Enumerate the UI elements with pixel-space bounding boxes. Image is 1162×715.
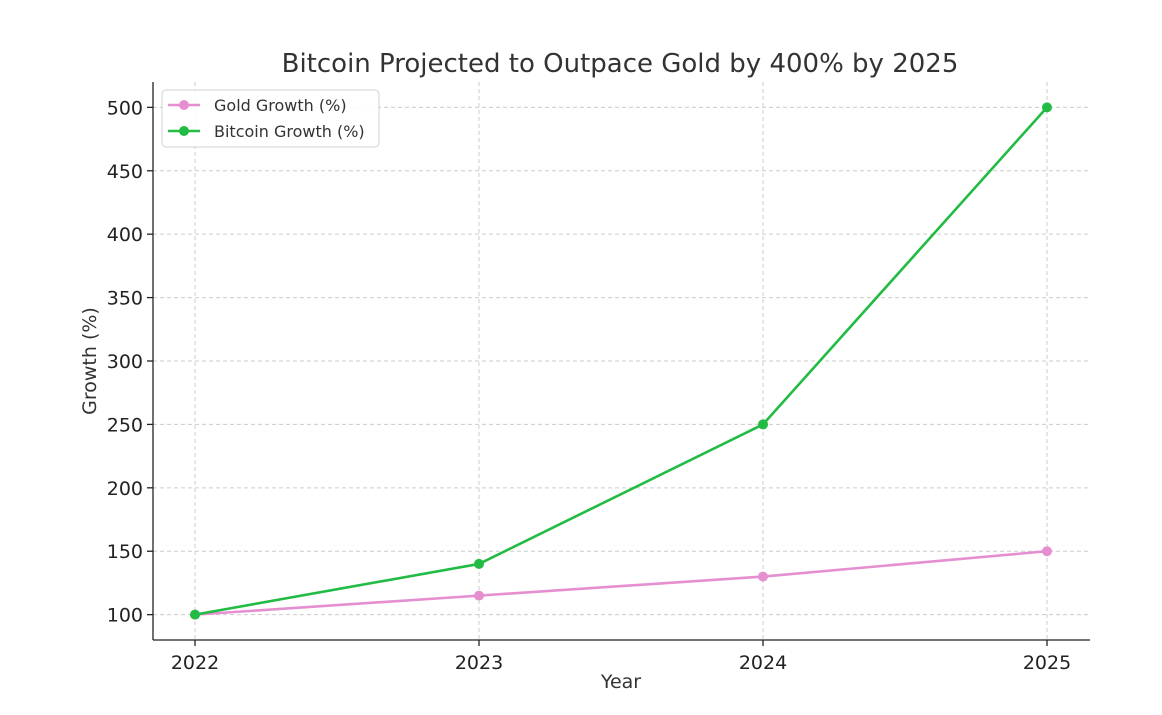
x-tick-label: 2024 [739,652,787,674]
legend-label: Gold Growth (%) [214,96,347,115]
legend-box [161,89,380,148]
y-tick-label: 450 [107,161,143,183]
series-1 [190,102,1052,620]
series-line [194,549,1048,616]
legend-label: Bitcoin Growth (%) [214,122,365,141]
data-point [758,571,768,582]
x-axis-label: Year [600,671,641,693]
y-tick-label: 400 [107,224,143,246]
data-point [1042,102,1052,113]
y-ticks: 100 150 200 250 300 350 400 450 500 [107,97,153,627]
y-tick-label: 300 [107,351,143,373]
x-tick-label: 2023 [455,652,503,674]
data-point [474,590,484,601]
x-tick-label: 2025 [1023,652,1071,674]
x-ticks: 2022 2023 2024 2025 [171,640,1071,674]
grid [153,82,1090,640]
x-tick-label: 2022 [171,652,219,674]
data-point [1042,546,1052,557]
y-tick-label: 150 [107,541,143,563]
legend-swatch-marker [179,126,189,136]
legend: Gold Growth (%) Bitcoin Growth (%) [161,89,380,148]
series-group [190,102,1052,620]
y-tick-label: 200 [107,478,143,500]
data-point [758,419,768,430]
data-point [474,558,484,569]
y-tick-label: 250 [107,414,143,436]
y-tick-label: 500 [107,97,143,119]
y-tick-label: 100 [107,605,143,627]
y-axis-label: Growth (%) [79,307,101,415]
legend-swatch-marker [179,100,189,110]
series-line [194,106,1048,616]
data-point [190,609,200,620]
chart-title: Bitcoin Projected to Outpace Gold by 400… [282,49,959,79]
y-tick-label: 350 [107,288,143,310]
series-0 [190,546,1052,620]
